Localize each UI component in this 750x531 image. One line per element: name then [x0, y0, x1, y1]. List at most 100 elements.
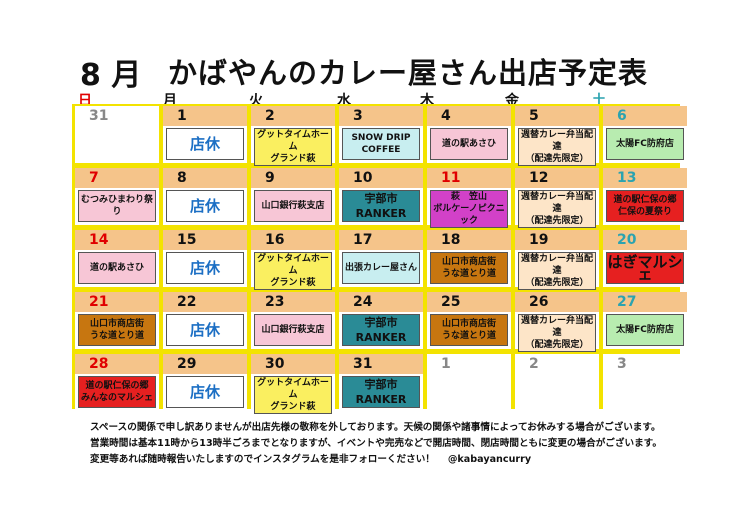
- day-number: 5: [515, 106, 599, 126]
- day-number: 19: [515, 230, 599, 250]
- event-label: 宇部市 RANKER: [342, 190, 420, 222]
- event-label: 宇部市 RANKER: [342, 376, 420, 408]
- calendar-day: 11 萩 笠山 ボルケーノピクニック: [427, 168, 511, 228]
- calendar-day: 2 グットタイムホーム グランド萩: [251, 106, 335, 166]
- event-label: 週替カレー弁当配達 （配達先限定）: [518, 190, 596, 228]
- day-number: 3: [339, 106, 423, 126]
- event-label: 道の駅仁保の郷 仁保の夏祭り: [606, 190, 684, 222]
- day-number: 16: [251, 230, 335, 250]
- closed-day-label: 店休: [166, 376, 244, 408]
- calendar-day: 12 週替カレー弁当配達 （配達先限定）: [515, 168, 599, 228]
- day-number: 7: [75, 168, 159, 188]
- day-number: 20: [603, 230, 687, 250]
- event-label: 山口銀行萩支店: [254, 314, 332, 346]
- day-number: 21: [75, 292, 159, 312]
- calendar-day: 23 山口銀行萩支店: [251, 292, 335, 349]
- day-number: 6: [603, 106, 687, 126]
- day-number: 31: [75, 106, 159, 126]
- calendar-day: 5 週替カレー弁当配達 （配達先限定）: [515, 106, 599, 166]
- calendar-day: 3: [603, 354, 687, 411]
- day-number: 1: [163, 106, 247, 126]
- calendar-day: 29 店休: [163, 354, 247, 411]
- calendar-day: 3 SNOW DRIP COFFEE: [339, 106, 423, 163]
- event-label: 太陽FC防府店: [606, 314, 684, 346]
- calendar-day: 31 宇部市 RANKER: [339, 354, 423, 411]
- calendar-day: 26 週替カレー弁当配達 （配達先限定）: [515, 292, 599, 352]
- calendar-day: 1: [427, 354, 511, 411]
- event-label: [430, 376, 508, 408]
- day-number: 23: [251, 292, 335, 312]
- day-number: 27: [603, 292, 687, 312]
- day-number: 24: [339, 292, 423, 312]
- month-title: 8 月: [80, 58, 142, 93]
- calendar-day: 4 道の駅あさひ: [427, 106, 511, 163]
- event-label: 道の駅あさひ: [78, 252, 156, 284]
- calendar-day: 28 道の駅仁保の郷 みんなのマルシェ: [75, 354, 159, 411]
- event-label: グットタイムホーム グランド萩: [254, 252, 332, 290]
- event-label: 山口市商店街 うな道とり道: [78, 314, 156, 346]
- event-label: 山口銀行萩支店: [254, 190, 332, 222]
- calendar-day: 10 宇部市 RANKER: [339, 168, 423, 225]
- calendar-day: 14 道の駅あさひ: [75, 230, 159, 287]
- day-number: 31: [339, 354, 423, 374]
- calendar-day: 1 店休: [163, 106, 247, 163]
- event-label: むつみひまわり祭り: [78, 190, 156, 222]
- event-label: 週替カレー弁当配達 （配達先限定）: [518, 128, 596, 166]
- closed-day-label: 店休: [166, 190, 244, 222]
- day-number: 15: [163, 230, 247, 250]
- footer-line-3: 変更等あれば随時報告いたしますのでインスタグラムを是非フォローください！ @ka…: [90, 454, 532, 465]
- calendar-day: 18 山口市商店街 うな道とり道: [427, 230, 511, 287]
- closed-day-label: 店休: [166, 252, 244, 284]
- day-number: 3: [603, 354, 687, 374]
- calendar-day: 24 宇部市 RANKER: [339, 292, 423, 349]
- closed-day-label: 店休: [166, 128, 244, 160]
- event-label: [518, 376, 596, 408]
- calendar-day: 6 太陽FC防府店: [603, 106, 687, 163]
- event-label: SNOW DRIP COFFEE: [342, 128, 420, 160]
- day-number: 17: [339, 230, 423, 250]
- calendar-day: 7 むつみひまわり祭り: [75, 168, 159, 225]
- event-label: 宇部市 RANKER: [342, 314, 420, 346]
- event-label: 週替カレー弁当配達 （配達先限定）: [518, 314, 596, 352]
- footer-line-2: 営業時間は基本11時から13時半ごろまでとなりますが、イベントや完売などで開店時…: [90, 438, 662, 449]
- day-number: 18: [427, 230, 511, 250]
- day-number: 2: [515, 354, 599, 374]
- day-number: 30: [251, 354, 335, 374]
- day-number: 10: [339, 168, 423, 188]
- footer-line-1: スペースの関係で申し訳ありませんが出店先様の敬称を外しております。天候の関係や諸…: [90, 422, 661, 433]
- day-number: 25: [427, 292, 511, 312]
- calendar-day: 30 グットタイムホーム グランド萩: [251, 354, 335, 414]
- closed-day-label: 店休: [166, 314, 244, 346]
- calendar-day: 27 太陽FC防府店: [603, 292, 687, 349]
- event-label: 山口市商店街 うな道とり道: [430, 252, 508, 284]
- calendar-day: 17 出張カレー屋さん: [339, 230, 423, 287]
- calendar-day: 16 グットタイムホーム グランド萩: [251, 230, 335, 290]
- calendar-day: 31: [75, 106, 159, 163]
- event-label: 道の駅仁保の郷 みんなのマルシェ: [78, 376, 156, 408]
- day-number: 11: [427, 168, 511, 188]
- day-number: 29: [163, 354, 247, 374]
- calendar-day: 9 山口銀行萩支店: [251, 168, 335, 225]
- event-label: 山口市商店街 うな道とり道: [430, 314, 508, 346]
- day-number: 8: [163, 168, 247, 188]
- event-label: 道の駅あさひ: [430, 128, 508, 160]
- calendar-day: 20 はぎマルシェ: [603, 230, 687, 287]
- event-label: 出張カレー屋さん: [342, 252, 420, 284]
- day-number: 28: [75, 354, 159, 374]
- calendar-day: 2: [515, 354, 599, 411]
- calendar-day: 21 山口市商店街 うな道とり道: [75, 292, 159, 349]
- day-number: 4: [427, 106, 511, 126]
- day-number: 14: [75, 230, 159, 250]
- day-number: 12: [515, 168, 599, 188]
- event-label: 週替カレー弁当配達 （配達先限定）: [518, 252, 596, 290]
- calendar-day: 22 店休: [163, 292, 247, 349]
- day-number: 22: [163, 292, 247, 312]
- event-label: [78, 128, 156, 160]
- calendar-day: 25 山口市商店街 うな道とり道: [427, 292, 511, 349]
- calendar-day: 8 店休: [163, 168, 247, 225]
- schedule-title: かばやんのカレー屋さん出店予定表: [168, 56, 649, 90]
- event-label: はぎマルシェ: [606, 252, 684, 284]
- calendar-grid: 31 1 店休 2 グットタイムホーム グランド萩 3 SNOW DRIP COFFEE 4 道…: [72, 104, 687, 414]
- day-number: 1: [427, 354, 511, 374]
- event-label: グットタイムホーム グランド萩: [254, 128, 332, 166]
